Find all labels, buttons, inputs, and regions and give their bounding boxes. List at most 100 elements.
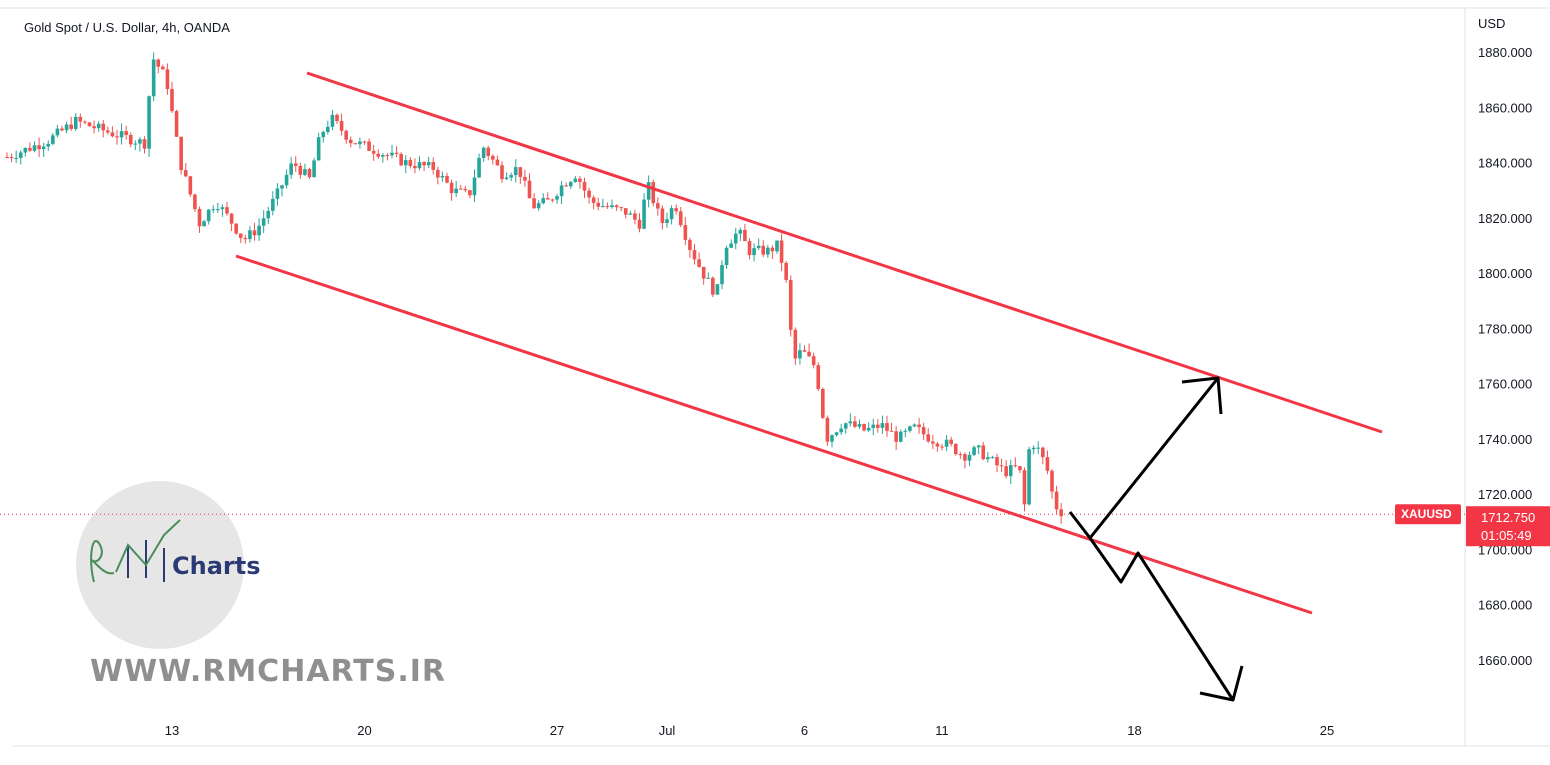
symbol-tag-bg xyxy=(1395,504,1461,525)
candle-body xyxy=(60,128,64,131)
price-tick-label: 1840.000 xyxy=(1478,156,1532,171)
candle-body xyxy=(51,135,55,144)
candle-body xyxy=(188,176,193,195)
candle-body xyxy=(1022,470,1027,505)
candle-body xyxy=(642,199,646,229)
candle-body xyxy=(637,219,642,229)
candle-body xyxy=(28,147,32,151)
candle-body xyxy=(413,165,417,169)
candle-body xyxy=(628,213,633,215)
bearish-projection-path[interactable] xyxy=(1088,537,1235,701)
candle-body xyxy=(697,259,701,267)
candle-body xyxy=(275,188,280,199)
candle-body xyxy=(193,194,197,209)
candle-body xyxy=(46,143,51,147)
candle-body xyxy=(41,146,46,150)
candle-body xyxy=(674,208,678,212)
candle-body xyxy=(14,157,18,159)
candle-body xyxy=(623,208,628,215)
candle-body xyxy=(316,137,321,161)
candle-body xyxy=(271,198,275,211)
price-tick-label: 1820.000 xyxy=(1478,211,1532,226)
candle-body xyxy=(761,245,766,255)
candle-body xyxy=(257,225,261,236)
candle-body xyxy=(454,188,458,194)
candle-body xyxy=(532,198,536,209)
candle-body xyxy=(495,159,500,166)
candle-body xyxy=(151,59,156,97)
candle-body xyxy=(179,136,183,171)
candle-body xyxy=(825,417,830,442)
candle-body xyxy=(880,423,885,428)
candle-body xyxy=(326,126,330,132)
candle-body xyxy=(802,350,807,352)
candle-body xyxy=(871,424,876,428)
watermark-url: WWW.RMCHARTS.IR xyxy=(90,654,446,689)
time-tick-label: 27 xyxy=(550,723,564,738)
candle-body xyxy=(903,430,908,432)
candle-body xyxy=(142,139,147,149)
candle-body xyxy=(55,128,60,136)
candle-body xyxy=(119,131,124,138)
candle-body xyxy=(234,223,238,234)
candle-body xyxy=(243,237,248,240)
time-tick-label: 13 xyxy=(165,723,179,738)
candle-body xyxy=(202,221,206,227)
candle-body xyxy=(775,240,779,252)
candle-body xyxy=(101,123,106,131)
candle-body xyxy=(821,388,825,418)
candle-body xyxy=(614,205,619,208)
candle-body xyxy=(999,465,1004,467)
candle-body xyxy=(197,208,202,227)
candle-body xyxy=(431,162,436,170)
candle-body xyxy=(546,198,550,200)
candle-body xyxy=(5,157,9,159)
candle-body xyxy=(367,141,371,151)
candle-body xyxy=(683,225,688,240)
candle-body xyxy=(426,162,431,166)
candles xyxy=(5,52,1063,524)
candle-body xyxy=(756,245,761,249)
candle-body xyxy=(958,454,963,456)
watermark-brand: Charts xyxy=(172,552,261,580)
candle-body xyxy=(701,266,706,279)
watermark-logo-circle xyxy=(76,481,244,649)
candle-body xyxy=(1013,465,1018,467)
last-price-tag: 1712.750 01:05:49 xyxy=(1466,506,1550,547)
candle-body xyxy=(73,116,78,129)
candle-body xyxy=(353,143,358,145)
bar-countdown: 01:05:49 xyxy=(1481,528,1532,543)
candle-body xyxy=(133,143,138,145)
candle-body xyxy=(770,247,775,252)
candle-body xyxy=(252,230,257,236)
candle-body xyxy=(898,431,903,442)
candle-body xyxy=(481,147,486,158)
candle-body xyxy=(1059,509,1063,517)
candle-body xyxy=(669,208,674,220)
candle-body xyxy=(619,207,623,209)
candle-body xyxy=(523,176,527,181)
channel-lower-line[interactable] xyxy=(235,254,1313,615)
candle-body xyxy=(289,163,293,175)
candle-body xyxy=(330,114,335,127)
candle-body xyxy=(752,248,756,256)
candle-body xyxy=(848,421,853,424)
candle-body xyxy=(348,139,353,144)
candle-body xyxy=(917,424,921,428)
time-tick-label: 25 xyxy=(1320,723,1334,738)
candle-body xyxy=(779,240,784,263)
time-axis: 13 20 27 Jul 6 11 18 25 xyxy=(165,723,1334,738)
candle-body xyxy=(766,247,770,255)
candle-body xyxy=(862,424,866,431)
price-tick-label: 1860.000 xyxy=(1478,100,1532,115)
candle-body xyxy=(225,207,229,214)
last-price-value: 1712.750 xyxy=(1481,510,1535,525)
candle-body xyxy=(165,69,170,89)
candle-body xyxy=(646,182,651,200)
candle-body xyxy=(491,155,495,160)
candle-body xyxy=(816,365,821,389)
channel-upper-line[interactable] xyxy=(306,71,1383,434)
candle-body xyxy=(1004,466,1008,477)
candle-body xyxy=(87,122,92,127)
candle-body xyxy=(940,446,944,448)
